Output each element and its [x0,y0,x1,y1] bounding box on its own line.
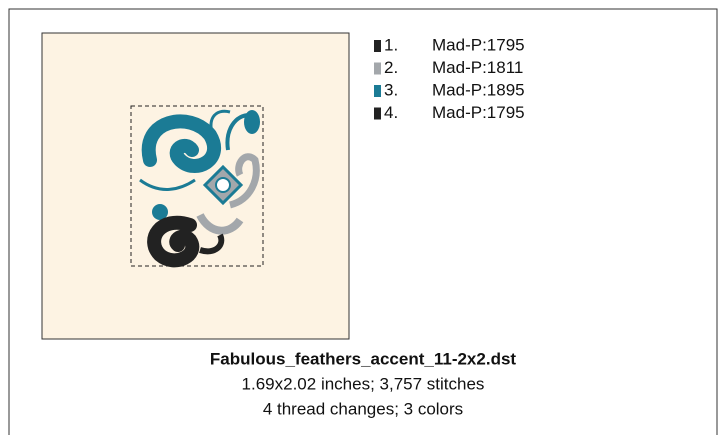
thread-name: Mad-P:1811 [432,58,523,77]
thread-name: Mad-P:1895 [432,80,525,99]
design-bounds [130,105,264,267]
preview-area [41,32,350,340]
thread-number: 3. [384,80,398,99]
dimensions: 1.69x2.02 inches; 3,757 stitches [242,374,485,393]
thread-number: 1. [384,35,398,54]
thread-swatch [374,85,381,97]
embroidery-preview [139,109,260,268]
file-name: Fabulous_feathers_accent_11-2x2.dst [210,349,516,368]
thread-swatch [374,62,381,75]
thread-name: Mad-P:1795 [432,103,525,122]
thread-swatch [374,107,381,120]
thread-number: 4. [384,103,398,122]
thread-name: Mad-P:1795 [432,35,525,54]
thread-swatch [374,40,381,52]
card-border [8,8,718,435]
thread-number: 2. [384,58,398,77]
summary: 4 thread changes; 3 colors [263,399,463,418]
thread-legend: 1. Mad-P:1795 2. Mad-P:1811 3. Mad-P:1895 4. Ma… [374,35,525,122]
